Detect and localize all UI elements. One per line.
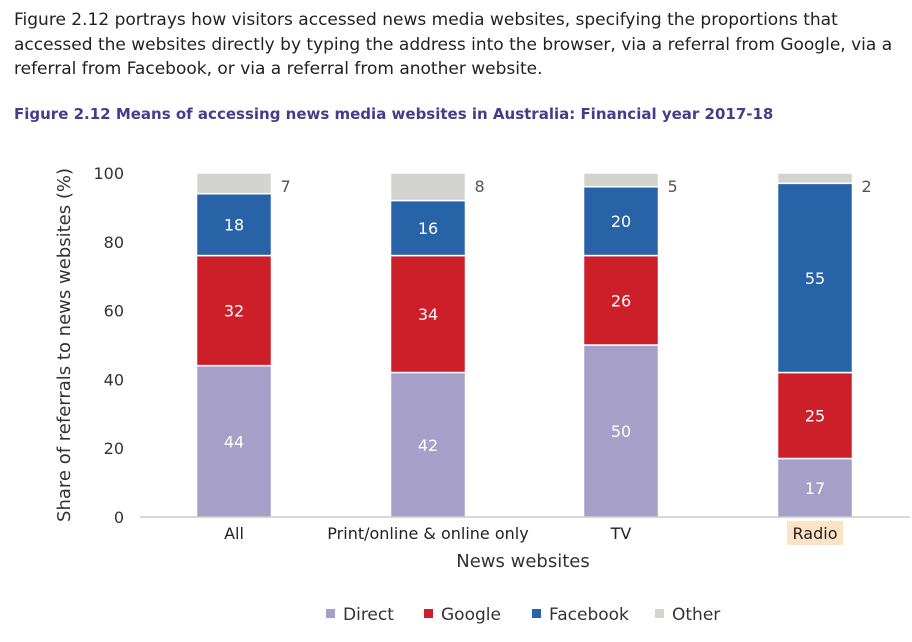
- data-label-facebook: 16: [418, 219, 438, 238]
- bar-segment-direct: [582, 344, 660, 518]
- bar-segment-other: [389, 172, 467, 202]
- y-tick-label: 60: [104, 302, 124, 321]
- y-tick-label: 40: [104, 370, 124, 389]
- data-label-other: 2: [862, 177, 872, 196]
- legend-label-facebook: Facebook: [549, 605, 629, 625]
- data-label-google: 26: [611, 291, 631, 310]
- x-category-label: Radio: [793, 524, 838, 543]
- bar-segment-facebook: [582, 186, 660, 257]
- x-category-label: All: [224, 524, 244, 543]
- y-axis-title: Share of referrals to news websites (%): [54, 168, 75, 522]
- y-tick-label: 80: [104, 233, 124, 252]
- intro-paragraph: Figure 2.12 portrays how visitors access…: [14, 10, 893, 79]
- data-label-direct: 42: [418, 436, 438, 455]
- bar-segment-other: [582, 172, 660, 188]
- x-axis-title: News websites: [456, 551, 589, 572]
- bar-segment-direct: [776, 457, 854, 518]
- figure-title: Figure 2.12 Means of accessing news medi…: [14, 105, 774, 123]
- legend-swatch-facebook: [532, 609, 541, 618]
- category-highlight: [787, 521, 843, 545]
- bar-segment-google: [582, 254, 660, 346]
- bar-segment-direct: [389, 371, 467, 518]
- data-label-facebook: 18: [224, 216, 244, 235]
- data-label-google: 34: [418, 305, 438, 324]
- legend-label-other: Other: [672, 605, 720, 625]
- y-tick-label: 20: [104, 439, 124, 458]
- bar-segment-other: [776, 172, 854, 185]
- legend-swatch-direct: [326, 609, 335, 618]
- y-tick-label: 100: [93, 164, 124, 183]
- data-label-other: 7: [281, 177, 291, 196]
- x-category-label: TV: [610, 524, 632, 543]
- data-label-google: 25: [805, 407, 825, 426]
- data-label-direct: 50: [611, 422, 631, 441]
- x-category-label: Print/online & online only: [327, 524, 528, 543]
- legend-swatch-google: [424, 609, 433, 618]
- data-label-direct: 17: [805, 479, 825, 498]
- bar-segment-google: [776, 371, 854, 460]
- legend-swatch-other: [655, 609, 664, 618]
- data-label-other: 8: [475, 177, 485, 196]
- bar-segment-google: [195, 254, 273, 367]
- data-label-facebook: 20: [611, 212, 631, 231]
- y-tick-label: 0: [114, 508, 124, 527]
- data-label-direct: 44: [224, 432, 244, 451]
- bar-segment-facebook: [776, 182, 854, 374]
- data-label-facebook: 55: [805, 269, 825, 288]
- data-label-google: 32: [224, 302, 244, 321]
- bar-segment-google: [389, 254, 467, 374]
- bar-segment-facebook: [389, 199, 467, 257]
- legend-label-google: Google: [441, 605, 501, 625]
- data-label-other: 5: [668, 177, 678, 196]
- bar-segment-other: [195, 172, 273, 195]
- bar-segment-facebook: [195, 192, 273, 257]
- legend-label-direct: Direct: [343, 605, 394, 625]
